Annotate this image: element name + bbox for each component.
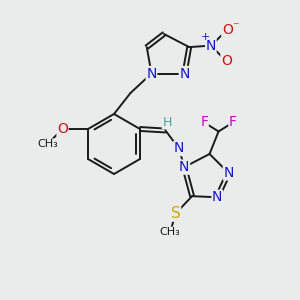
Text: N: N bbox=[206, 39, 216, 52]
Text: O: O bbox=[222, 23, 233, 37]
Text: +: + bbox=[201, 32, 210, 42]
Text: N: N bbox=[146, 67, 157, 80]
Text: S: S bbox=[171, 206, 181, 221]
Text: ⁻: ⁻ bbox=[232, 20, 239, 33]
Text: CH₃: CH₃ bbox=[160, 227, 181, 237]
Text: F: F bbox=[229, 116, 237, 130]
Text: CH₃: CH₃ bbox=[37, 139, 58, 149]
Text: H: H bbox=[162, 116, 172, 129]
Text: F: F bbox=[200, 116, 208, 130]
Text: O: O bbox=[221, 54, 232, 68]
Text: N: N bbox=[174, 142, 184, 155]
Text: N: N bbox=[179, 160, 190, 174]
Text: O: O bbox=[57, 122, 68, 136]
Text: N: N bbox=[179, 67, 190, 80]
Text: N: N bbox=[224, 166, 234, 180]
Text: N: N bbox=[212, 190, 222, 204]
